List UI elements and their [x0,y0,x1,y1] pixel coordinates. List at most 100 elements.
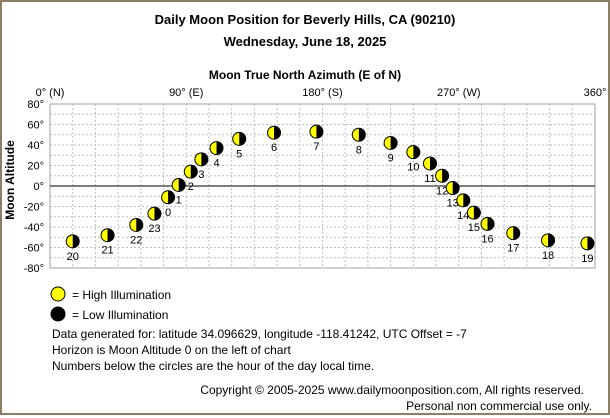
y-axis-title: Moon Altitude [3,140,17,220]
y-tick-label: 80° [27,99,44,111]
hour-label: 12 [436,185,448,197]
hour-label: 3 [198,169,204,181]
x-tick-label: 270° (W) [437,87,481,99]
x-tick-label: 90° (E) [169,87,203,99]
moon-outline [129,217,144,232]
moon-outline [147,206,162,221]
moon-position-chart: Daily Moon Position for Beverly Hills, C… [3,12,607,413]
moon-illuminated-part [406,145,414,159]
x-tick-label: 360° [584,87,607,99]
hour-label: 9 [388,152,394,164]
y-tick-label: 0° [33,181,44,193]
moon-illuminated-part [446,181,453,195]
grid-lines [49,103,596,269]
moon-point: 8 [351,127,366,156]
legend-low-label: = Low Illumination [72,308,168,322]
moon-outline [456,193,471,208]
y-tick-label: 40° [27,140,44,152]
moon-illuminated-part [384,136,391,150]
moon-outline [100,228,115,243]
moon-point: 10 [406,145,421,174]
moon-point: 17 [506,226,521,255]
low-illumination-swatch [50,306,66,322]
moon-outline [422,156,437,171]
moon-point: 7 [309,124,324,153]
moon-outline [580,236,595,251]
moon-point: 14 [456,193,471,222]
x-tick-label: 0° (N) [36,87,65,99]
info-hours: Numbers below the circles are the hour o… [52,359,374,373]
copyright: Copyright © 2005-2025 www.dailymoonposit… [200,383,584,397]
hour-label: 1 [176,194,182,206]
moon-outline [194,152,209,167]
moon-illuminated-part [184,165,191,179]
high-illumination-swatch [50,286,66,302]
moon-illuminated-part [101,228,108,242]
moon-point: 2 [183,164,198,193]
moon-point: 11 [422,156,437,185]
moon-illuminated-part [435,169,443,183]
moon-illuminated-part [467,206,474,220]
moon-point: 6 [267,125,282,154]
moon-illuminated-part [66,234,73,248]
moon-point: 19 [580,236,595,265]
moon-outline [445,181,460,196]
moon-illuminated-part [481,217,488,231]
moon-outline [65,234,80,249]
x-tick-label: 180° (S) [302,87,342,99]
hour-label: 2 [188,181,194,193]
hour-label: 4 [213,158,219,170]
moon-point: 15 [466,205,481,234]
moon-illuminated-part [456,193,464,207]
moon-illuminated-part [210,141,217,155]
y-tick-label: -80° [24,263,44,275]
moon-illuminated-part [506,226,514,240]
y-tick-label: 60° [27,120,44,132]
moon-outline [406,145,421,160]
y-tick-label: 20° [27,161,44,173]
moon-outline [435,168,450,183]
moon-outline [267,125,282,140]
moon-illuminated-part [194,152,202,166]
moon-outline [183,164,198,179]
x-axis-title: Moon True North Azimuth (E of N) [209,68,401,82]
moon-outline [351,127,366,142]
moon-point: 16 [480,216,495,245]
legend: = High Illumination = Low Illumination [50,286,171,322]
hour-label: 16 [481,233,493,245]
moon-outline [506,226,521,241]
moon-point: 20 [65,234,80,263]
moon-illuminated-part [309,125,317,139]
moon-point: 4 [209,141,224,170]
moon-illuminated-part [161,190,169,204]
hour-label: 0 [165,207,171,219]
moon-point: 13 [445,181,460,210]
hour-label: 11 [424,173,435,185]
moon-outline [466,205,481,220]
hour-label: 5 [236,148,242,160]
moon-illuminated-part [129,218,137,232]
hour-label: 18 [542,250,554,262]
moon-illuminated-part [541,233,549,247]
hour-label: 13 [447,198,459,210]
moon-point: 21 [100,228,115,257]
moon-illuminated-part [423,156,430,170]
moon-point: 3 [194,152,209,181]
hour-label: 17 [507,243,519,255]
hour-label: 21 [101,245,113,257]
moon-illuminated-part [172,178,179,192]
moon-illuminated-part [352,128,359,142]
hour-label: 22 [130,234,142,246]
moon-point: 18 [541,233,556,262]
hour-label: 7 [313,141,319,153]
y-axis-ticks: 80° 60° 40° 20° 0° -20° -40° -60° -80° [24,99,44,275]
moon-outline [161,190,176,205]
hour-label: 10 [407,162,419,174]
moon-outline [309,124,324,139]
moon-illuminated-part [267,126,275,140]
moon-point: 9 [383,135,398,164]
moon-outline [541,233,556,248]
y-tick-label: -20° [24,202,44,214]
